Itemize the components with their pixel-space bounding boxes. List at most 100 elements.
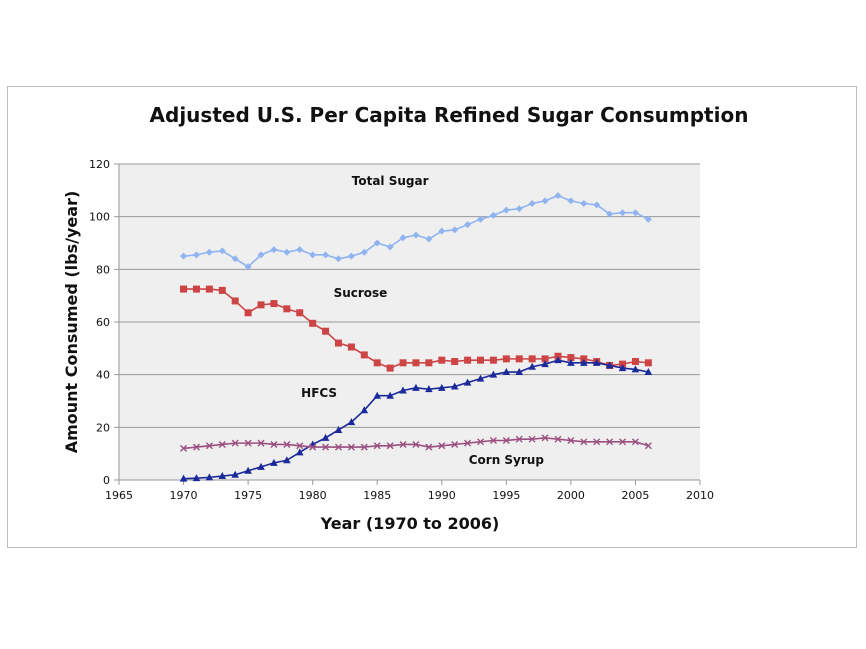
data-point (580, 358, 588, 366)
x-tick-label: 2000 (557, 489, 585, 502)
data-point (347, 252, 355, 260)
data-point (373, 239, 381, 247)
data-point (322, 327, 330, 335)
data-point (644, 442, 652, 450)
data-point (541, 434, 549, 442)
data-point (477, 215, 485, 223)
x-tick-label: 2005 (621, 489, 649, 502)
data-point (619, 438, 627, 446)
data-point (244, 439, 252, 447)
data-point (631, 365, 640, 373)
data-point (192, 251, 200, 259)
data-point (309, 319, 317, 327)
data-point (528, 200, 536, 207)
data-point (257, 462, 265, 470)
data-point (399, 234, 407, 242)
y-tick-label: 100 (89, 211, 110, 224)
data-point (412, 231, 420, 239)
data-point (528, 435, 536, 443)
data-point (438, 442, 446, 450)
data-point (399, 359, 407, 367)
data-point (270, 440, 278, 448)
series-corn-syrup: Corn Syrup (180, 434, 652, 467)
y-tick-label: 0 (103, 474, 110, 487)
data-point (515, 368, 524, 376)
data-point (476, 374, 485, 382)
y-tick-label: 20 (96, 421, 110, 434)
data-point (644, 359, 652, 367)
data-point (334, 425, 343, 433)
chart-title: Adjusted U.S. Per Capita Refined Sugar C… (150, 103, 749, 127)
data-point (592, 358, 601, 366)
data-point (451, 440, 459, 448)
data-point (412, 383, 420, 391)
data-point (541, 197, 549, 205)
data-point (295, 448, 304, 456)
data-point (631, 358, 639, 365)
data-point (334, 339, 342, 347)
data-point (502, 206, 510, 214)
data-point (231, 470, 239, 478)
data-point (218, 472, 227, 480)
data-point (386, 442, 394, 450)
data-point (515, 205, 523, 213)
data-point (283, 456, 291, 464)
data-point (334, 255, 342, 263)
data-point (438, 227, 446, 235)
data-point (438, 356, 446, 364)
data-point (386, 391, 394, 399)
data-point (619, 209, 627, 217)
data-point (244, 309, 252, 317)
data-point (192, 443, 200, 451)
data-point (231, 297, 239, 305)
data-point (296, 309, 304, 317)
data-point (180, 285, 188, 293)
series-label: HFCS (301, 386, 337, 400)
data-point (205, 473, 214, 481)
data-point (180, 252, 188, 260)
data-point (373, 442, 381, 450)
x-axis-label: Year (1970 to 2006) (320, 514, 500, 533)
data-point (425, 385, 433, 393)
data-point (309, 251, 317, 259)
y-tick-label: 80 (96, 263, 110, 276)
data-point (554, 192, 562, 200)
data-point (437, 383, 446, 391)
data-point (244, 263, 252, 271)
data-point (528, 362, 536, 370)
data-point (386, 364, 394, 372)
data-point (567, 437, 575, 444)
data-point (283, 305, 291, 313)
data-point (257, 301, 265, 309)
data-point (464, 356, 472, 364)
data-point (179, 474, 188, 482)
data-point (541, 360, 549, 368)
data-point (205, 442, 213, 450)
data-point (554, 435, 562, 443)
data-point (360, 443, 368, 451)
data-point (296, 246, 304, 254)
data-point (347, 443, 355, 451)
series-label: Sucrose (334, 286, 388, 300)
data-point (360, 351, 368, 359)
data-point (244, 466, 252, 474)
data-point (205, 285, 213, 293)
data-point (399, 440, 407, 448)
x-tick-label: 1995 (492, 489, 520, 502)
data-point (322, 443, 330, 451)
data-point (567, 358, 575, 366)
data-point (231, 255, 239, 263)
data-point (502, 355, 510, 363)
data-point (567, 354, 575, 362)
data-point (373, 391, 382, 399)
data-point (425, 359, 433, 367)
data-point (644, 368, 653, 376)
data-point (464, 221, 472, 229)
data-point (477, 438, 485, 446)
data-point (296, 442, 304, 450)
data-point (450, 382, 459, 390)
y-tick-label: 120 (89, 158, 110, 171)
y-tick-label: 60 (96, 316, 110, 329)
data-point (567, 197, 575, 205)
